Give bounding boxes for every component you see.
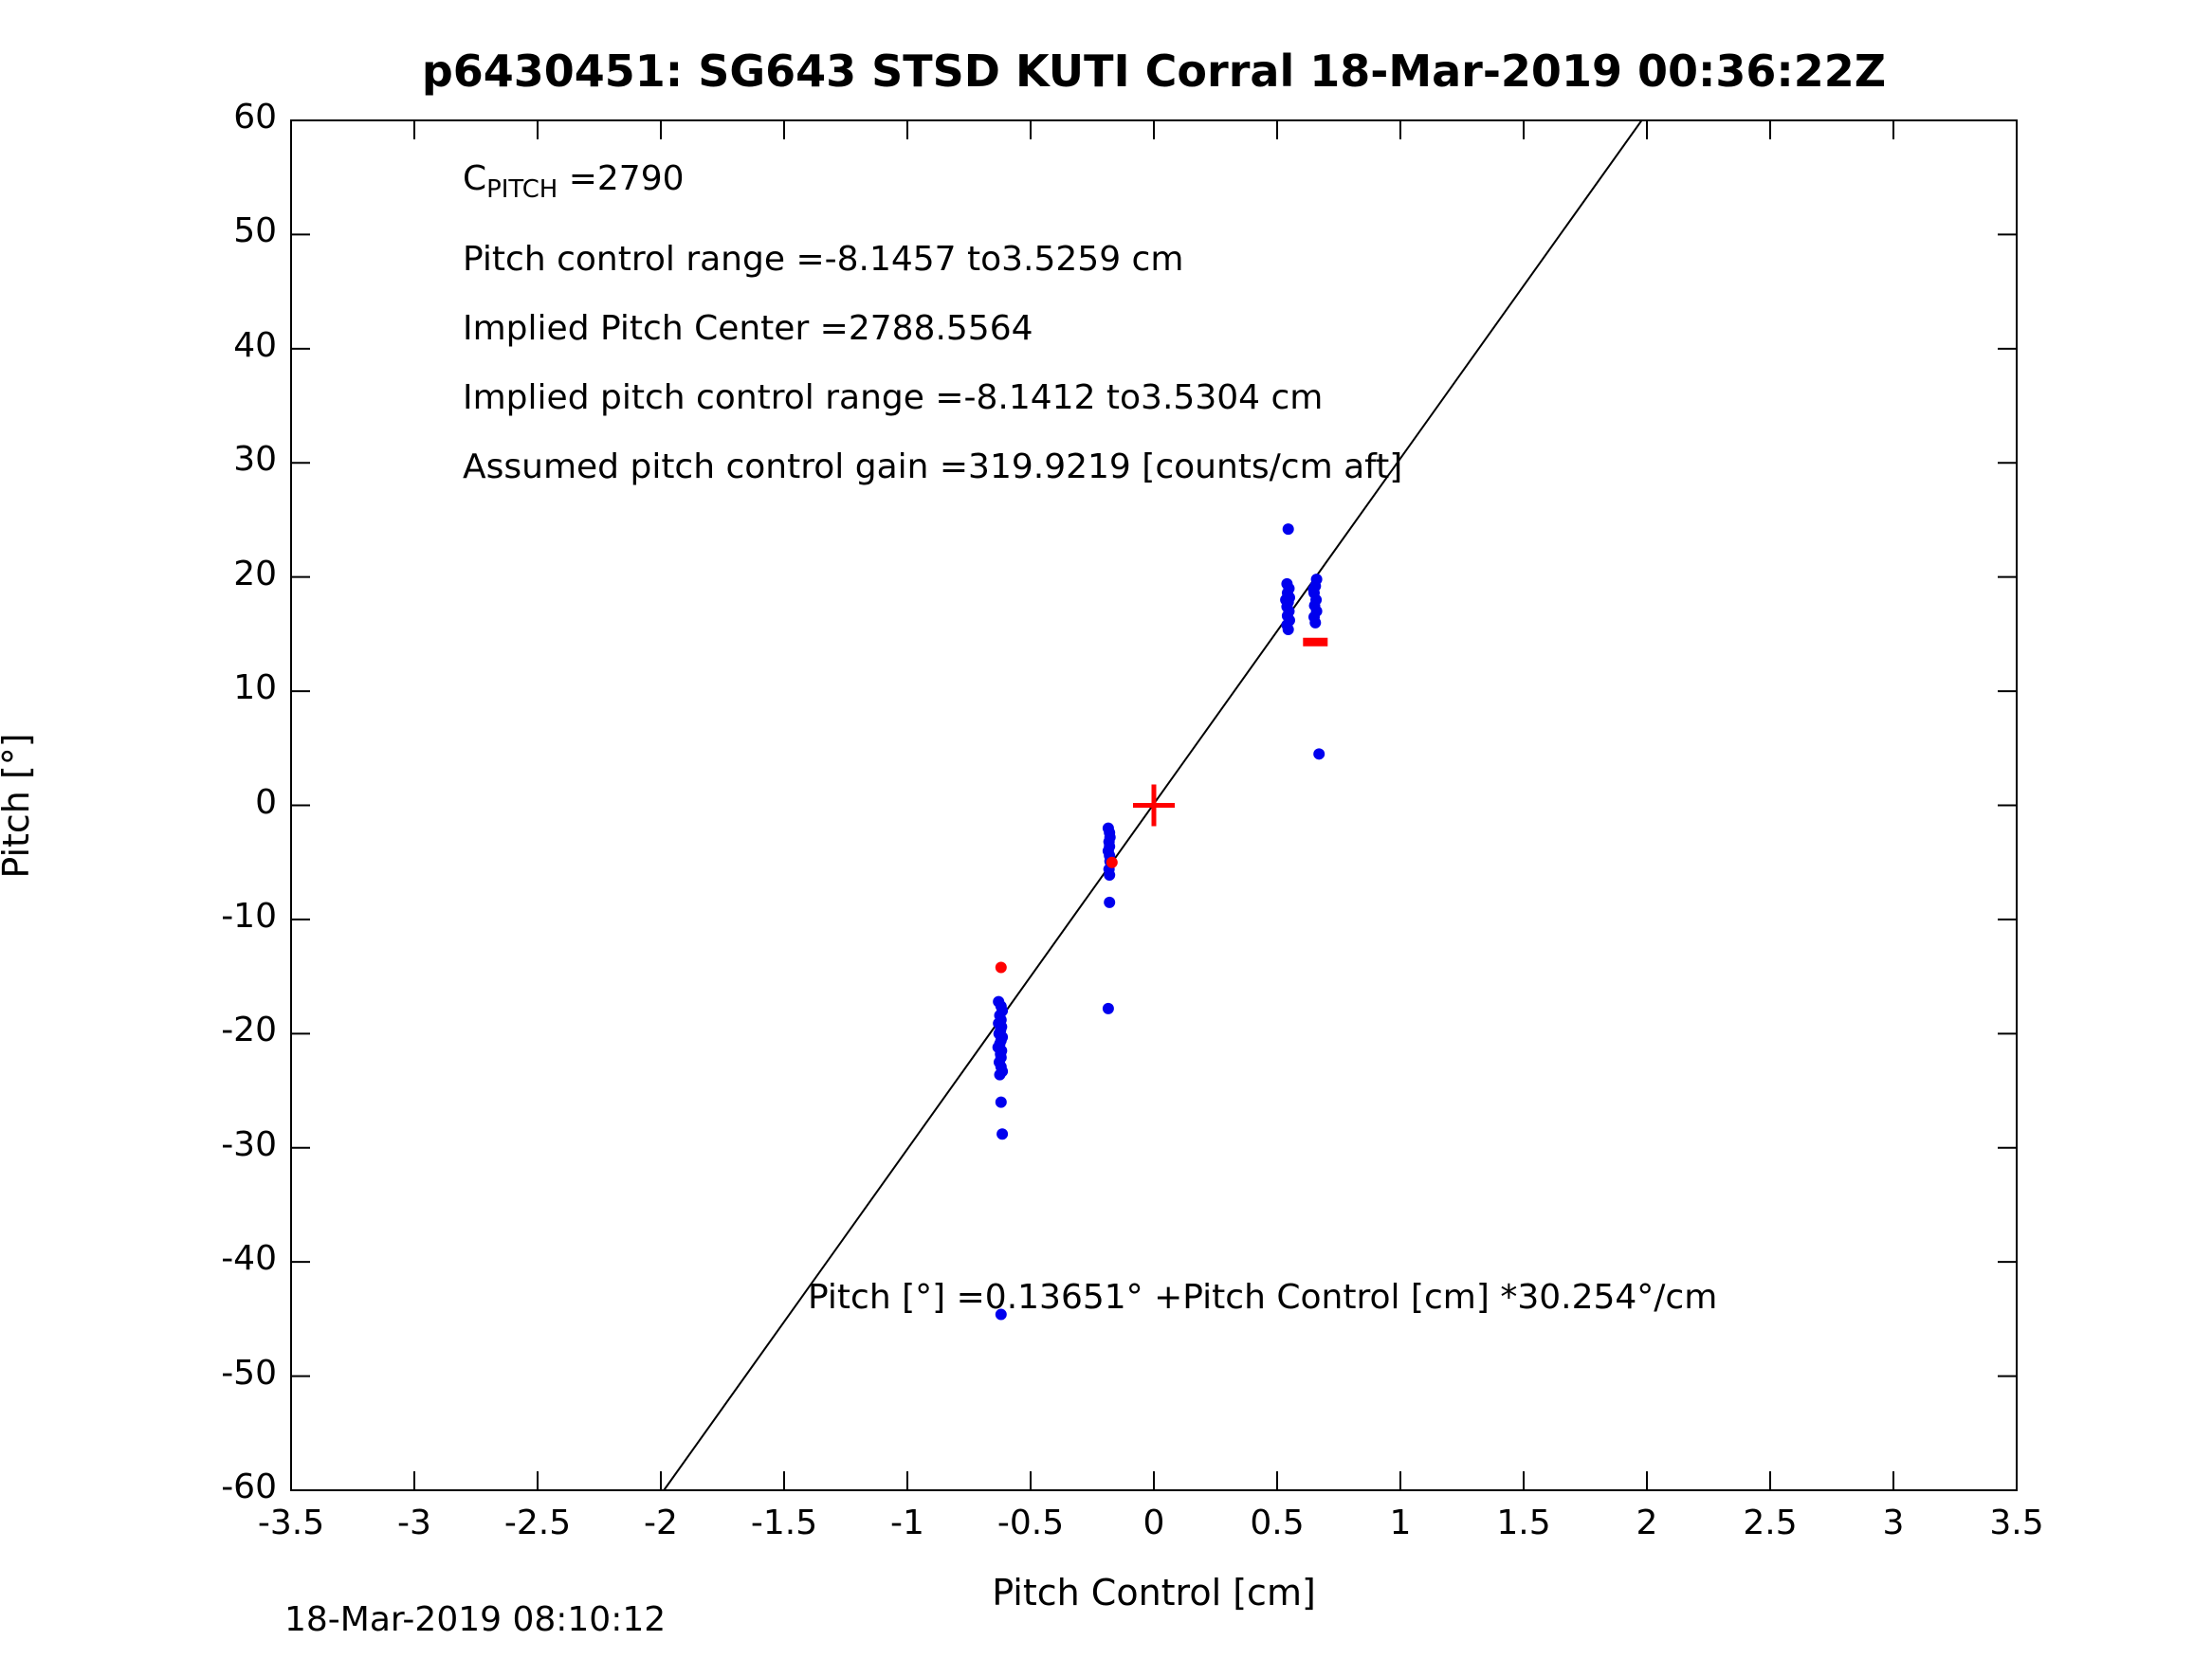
scatter-point [995, 1096, 1007, 1108]
x-tick-label: -2.5 [503, 1504, 572, 1542]
x-tick-label: -0.5 [996, 1504, 1065, 1542]
annotation-assumed-gain: Assumed pitch control gain =319.9219 [co… [463, 447, 1403, 487]
scatter-point [1281, 577, 1293, 590]
y-tick-label: -10 [221, 896, 277, 936]
x-tick-label: -2 [644, 1504, 678, 1542]
y-tick-label: 0 [255, 782, 277, 822]
annotation-implied-pitch-center: Implied Pitch Center =2788.5564 [463, 309, 1033, 349]
fit-equation-label: Pitch [°] =0.13651° +Pitch Control [cm] … [808, 1278, 1718, 1317]
x-tick-label: 3.5 [1989, 1504, 2044, 1542]
chart-title: p6430451: SG643 STSD KUTI Corral 18-Mar-… [421, 46, 1887, 97]
y-tick-label: -40 [221, 1239, 277, 1279]
x-tick-label: 1.5 [1496, 1504, 1551, 1542]
x-axis-label: Pitch Control [cm] [992, 1572, 1316, 1613]
y-tick-label: -50 [221, 1353, 277, 1393]
y-tick-label: 20 [233, 554, 277, 593]
scatter-point [1280, 593, 1292, 606]
y-tick-label: -20 [221, 1011, 277, 1050]
x-tick-label: -1 [890, 1504, 924, 1542]
annotation-c-pitch: CPITCH =2790 [463, 144, 1402, 225]
scatter-point [1282, 523, 1294, 536]
y-tick-label: 10 [233, 668, 277, 708]
reference-dot-marker [1106, 856, 1118, 868]
creation-timestamp: 18-Mar-2019 08:10:12 [284, 1600, 667, 1639]
x-tick-label: 2 [1636, 1504, 1658, 1542]
x-tick-label: 0 [1143, 1504, 1165, 1542]
reference-dot-marker [995, 961, 1007, 974]
scatter-point [1104, 896, 1116, 908]
scatter-point [1310, 574, 1323, 586]
y-tick-label: 60 [233, 98, 277, 137]
scatter-point [1313, 748, 1325, 760]
c-pitch-symbol: C [463, 159, 487, 198]
y-tick-label: -60 [221, 1468, 277, 1506]
x-tick-label: -3.5 [257, 1504, 325, 1542]
c-pitch-subscript: PITCH [486, 175, 558, 205]
x-tick-label: 3 [1882, 1504, 1905, 1542]
scatter-point [994, 1068, 1006, 1081]
y-tick-label: 50 [233, 211, 277, 251]
scatter-point [996, 1128, 1009, 1140]
x-tick-label: 1 [1389, 1504, 1412, 1542]
annotation-implied-pitch-control-range: Implied pitch control range =-8.1412 to3… [463, 378, 1324, 418]
x-tick-label: 2.5 [1743, 1504, 1798, 1542]
annotation-block: CPITCH =2790 Pitch control range =-8.145… [463, 144, 1402, 501]
x-tick-label: 0.5 [1250, 1504, 1305, 1542]
c-pitch-value: =2790 [558, 159, 685, 198]
y-tick-label: 40 [233, 325, 277, 365]
annotation-pitch-control-range: Pitch control range =-8.1457 to3.5259 cm [463, 240, 1184, 280]
scatter-point [1104, 868, 1116, 881]
scatter-point [995, 1308, 1007, 1321]
y-tick-label: 30 [233, 440, 277, 480]
y-axis-label: Pitch [°] [0, 733, 37, 879]
scatter-point [1307, 583, 1320, 595]
x-tick-label: -3 [397, 1504, 431, 1542]
y-tick-label: -30 [221, 1124, 277, 1164]
x-tick-label: -1.5 [750, 1504, 818, 1542]
scatter-point [1102, 1002, 1114, 1014]
